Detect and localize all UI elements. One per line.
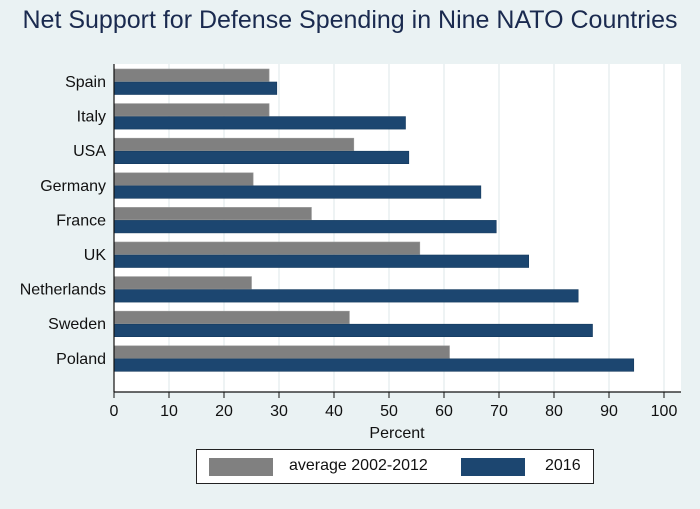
bar-2016-netherlands [113,289,579,303]
x-tick-label: 0 [110,403,119,420]
bar-average-netherlands [113,276,252,290]
x-tick-label: 100 [651,403,678,420]
x-tick-label: 80 [545,403,563,420]
y-axis-categories: Spain Italy USA Germany France UK Netherlands S… [20,74,107,368]
bar-average-poland [113,345,450,359]
category-label: UK [84,247,107,264]
x-tick-label: 90 [600,403,618,420]
bar-2016-poland [113,358,635,372]
bar-2016-uk [113,254,530,268]
category-label: Germany [40,178,106,195]
x-tick-label: 20 [215,403,233,420]
x-axis-title: Percent [369,425,425,442]
chart-title: Net Support for Defense Spending in Nine… [22,6,678,34]
bar-average-sweden [113,310,350,325]
x-tick-label: 50 [380,403,398,420]
bar-2016-france [113,220,497,234]
bar-average-usa [113,137,355,151]
category-label: USA [73,143,106,160]
x-tick-label: 40 [325,403,343,420]
legend: average 2002-2012 2016 [196,449,594,484]
bar-average-germany [113,172,254,186]
category-label: Netherlands [20,282,106,299]
bars [113,68,635,372]
bar-2016-usa [113,150,410,164]
bar-2016-italy [113,116,406,130]
category-label: France [56,212,106,229]
bar-2016-sweden [113,323,593,338]
bar-average-uk [113,241,421,255]
category-label: Spain [65,74,106,91]
x-axis-ticks: 0 10 20 30 40 50 60 70 80 90 100 [110,392,678,420]
bar-average-spain [113,68,270,82]
x-tick-label: 70 [490,403,508,420]
bar-2016-germany [113,185,482,199]
category-label: Italy [77,109,106,126]
bar-2016-spain [113,81,278,95]
bar-average-france [113,207,312,221]
x-tick-label: 30 [270,403,288,420]
bar-average-italy [113,103,270,117]
x-tick-label: 10 [160,403,178,420]
category-label: Sweden [48,316,106,333]
legend-swatch-2016 [461,458,525,476]
legend-label-2016: 2016 [545,457,581,474]
x-tick-label: 60 [435,403,453,420]
legend-label-average: average 2002-2012 [289,457,428,474]
legend-swatch-average [209,458,273,476]
category-label: Poland [56,351,106,368]
